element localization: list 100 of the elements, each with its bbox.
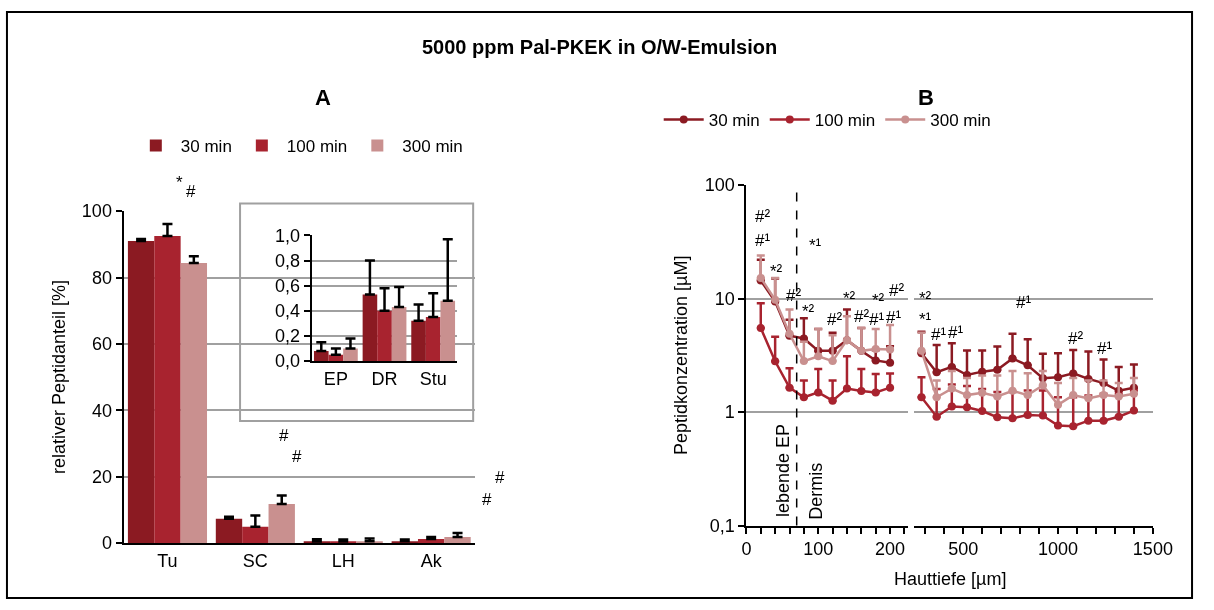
point	[1099, 391, 1108, 400]
point	[1114, 392, 1123, 401]
annotation: *²	[802, 302, 815, 321]
point	[1114, 412, 1123, 421]
y-tick-label: 0,1	[709, 515, 735, 536]
bar	[215, 518, 243, 543]
x-tick-label: DR	[371, 368, 398, 389]
text: *	[176, 173, 183, 192]
y-tick-label: 1	[724, 402, 735, 423]
point	[857, 387, 866, 396]
point	[1054, 400, 1063, 409]
point	[1084, 416, 1093, 425]
y-tick-label: 0,2	[274, 326, 300, 347]
x-tick-label: 200	[875, 539, 906, 560]
point	[932, 393, 941, 402]
x-tick-label: LH	[331, 550, 355, 571]
annotation: *¹	[809, 236, 822, 255]
y-tick-label: 0,4	[274, 301, 300, 322]
annotation: *²	[770, 262, 783, 281]
annotation: #¹	[869, 310, 885, 329]
annotation: *²	[919, 289, 932, 308]
legend-label: 300 min	[930, 111, 991, 131]
bar	[440, 300, 456, 362]
point	[799, 357, 808, 366]
point	[1069, 422, 1078, 431]
y-tick-label: 100	[81, 201, 112, 222]
point	[1023, 361, 1032, 370]
point	[1023, 391, 1032, 400]
point	[1038, 381, 1047, 390]
annotation: #	[279, 426, 289, 445]
x-tick-label: Ak	[420, 550, 443, 571]
point	[947, 402, 956, 411]
y-tick-label: 60	[91, 334, 112, 355]
annotation: #¹	[886, 308, 902, 327]
point	[963, 391, 971, 400]
annotation: #²	[889, 281, 905, 300]
point	[1084, 394, 1093, 403]
x-tick-label: 500	[948, 539, 979, 560]
annotation: #²	[786, 286, 802, 305]
bar	[417, 538, 445, 543]
x-tick-label: Tu	[157, 550, 178, 571]
annotation: *²	[843, 289, 856, 308]
bar	[154, 236, 181, 543]
annotation: *²	[872, 291, 885, 310]
bar	[444, 536, 471, 543]
point	[771, 357, 780, 366]
y-tick-label: 100	[704, 175, 735, 196]
bar	[268, 504, 295, 543]
point	[1008, 414, 1017, 423]
point	[1129, 406, 1138, 415]
point	[1023, 411, 1032, 420]
x-tick-label: SC	[242, 550, 268, 571]
y-tick-label: 20	[91, 466, 112, 487]
point	[947, 362, 956, 371]
y-tick-label: 0,8	[274, 250, 300, 271]
point	[871, 344, 880, 353]
annotation: #¹	[1097, 339, 1113, 358]
annotation: #	[292, 447, 302, 466]
x-tick-label: EP	[323, 368, 348, 389]
annotation: #¹	[1016, 293, 1032, 312]
point	[1008, 386, 1017, 395]
point	[785, 383, 794, 392]
point	[828, 357, 837, 366]
point	[993, 413, 1002, 422]
y-tick-label: 40	[91, 400, 112, 421]
chart-subtitle: A	[315, 85, 331, 110]
bar	[242, 526, 269, 543]
y-axis-title: relativer Peptidanteil [%]	[48, 280, 69, 475]
point	[1038, 411, 1047, 420]
x-axis-title: Hauttiefe [µm]	[894, 569, 1007, 589]
annotation: #¹	[755, 231, 771, 250]
annotation: #²	[1068, 329, 1084, 348]
legend-label: 300 min	[402, 137, 463, 157]
point	[1054, 421, 1063, 430]
annotation: #²	[854, 307, 870, 326]
point	[993, 365, 1002, 374]
point	[932, 412, 941, 421]
x-tick-label: 1000	[1038, 539, 1079, 560]
y-tick-label: 10	[714, 288, 735, 309]
point	[842, 384, 851, 393]
x-tick-label: Stu	[419, 368, 447, 389]
chart-title: B	[918, 85, 934, 110]
annotation: #²	[827, 310, 843, 329]
text: 5000 ppm Pal-PKEK in O/W-Emulsion	[422, 36, 778, 58]
point	[1008, 354, 1017, 363]
point	[917, 393, 926, 402]
bar	[391, 307, 407, 362]
bar	[127, 241, 155, 543]
point	[1054, 373, 1063, 382]
text: #	[482, 490, 492, 509]
point	[886, 383, 895, 392]
text: #	[186, 182, 196, 201]
point	[871, 356, 880, 365]
text: #	[495, 468, 505, 487]
annotation: lebende EP	[773, 423, 794, 518]
point	[1099, 416, 1108, 425]
bar	[425, 317, 441, 362]
annotation: #²	[755, 207, 771, 226]
legend-label: 30 min	[180, 137, 232, 157]
legend-label: 30 min	[708, 111, 760, 131]
